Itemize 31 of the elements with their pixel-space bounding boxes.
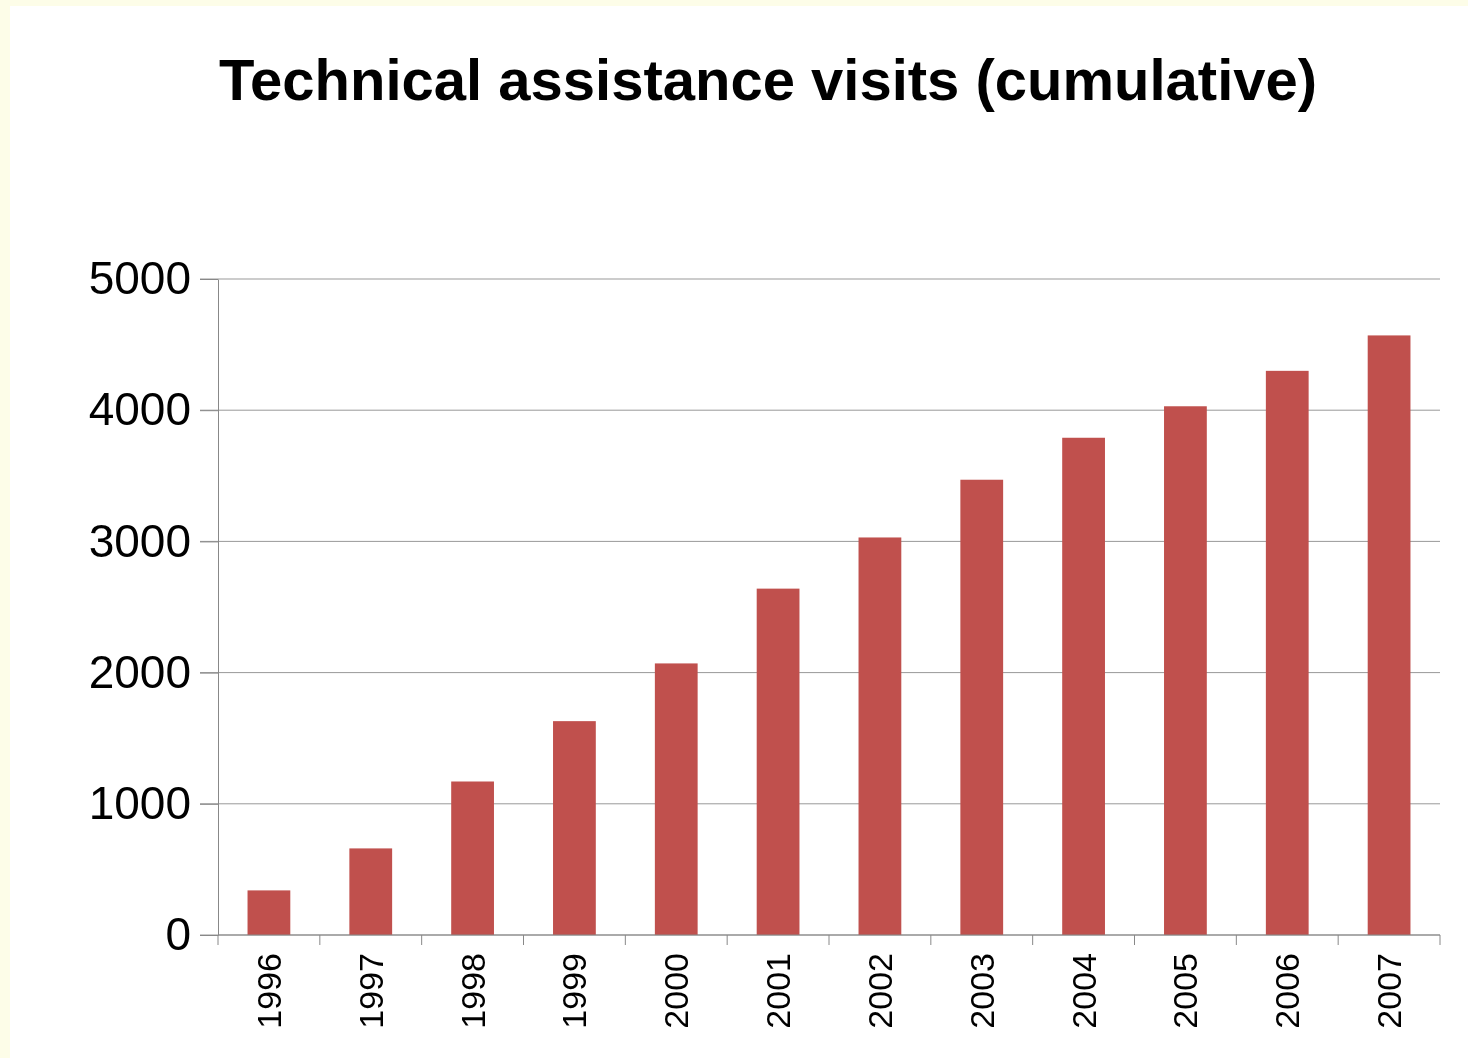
x-tick-label: 2004 — [1064, 953, 1103, 1029]
x-tick-label: 2005 — [1166, 953, 1205, 1029]
x-tick-label: 1996 — [249, 953, 288, 1029]
chart-title: Technical assistance visits (cumulative) — [218, 47, 1318, 112]
bar — [654, 663, 698, 935]
bar — [858, 537, 902, 935]
y-tick-label: 1000 — [88, 777, 191, 830]
bar — [451, 781, 494, 935]
x-tick-label: 2007 — [1370, 953, 1409, 1029]
bar — [1062, 437, 1105, 935]
bar — [960, 479, 1004, 935]
bar — [1164, 406, 1207, 935]
x-tick-label: 1997 — [351, 953, 390, 1029]
x-tick-label: 2000 — [657, 953, 696, 1029]
x-tick-label: 2003 — [962, 953, 1001, 1029]
bar — [247, 890, 291, 935]
bar — [1367, 335, 1411, 935]
y-tick-label: 2000 — [88, 645, 191, 698]
bar — [553, 721, 596, 935]
x-tick-label: 1998 — [453, 953, 492, 1029]
y-tick-label: 0 — [165, 908, 191, 961]
x-tick-label: 2001 — [759, 953, 798, 1029]
y-tick-label: 5000 — [88, 252, 191, 305]
x-tick-label: 2002 — [860, 953, 899, 1029]
x-tick-label: 1999 — [555, 953, 594, 1029]
y-tick-label: 3000 — [88, 514, 191, 567]
bar — [756, 588, 800, 935]
bar — [1265, 370, 1309, 935]
bar — [349, 848, 393, 935]
x-tick-label: 2006 — [1268, 953, 1307, 1029]
y-tick-label: 4000 — [88, 383, 191, 436]
